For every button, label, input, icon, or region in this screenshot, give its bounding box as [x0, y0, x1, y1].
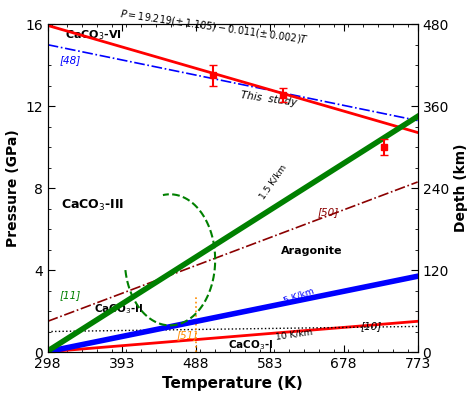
Y-axis label: Pressure (GPa): Pressure (GPa) [6, 129, 19, 247]
Text: [48]: [48] [59, 55, 81, 65]
Text: Aragonite: Aragonite [282, 246, 343, 256]
Text: CaCO$_3$-I: CaCO$_3$-I [228, 338, 273, 352]
Text: [10]: [10] [361, 322, 382, 331]
Y-axis label: Depth (km): Depth (km) [455, 144, 468, 232]
Text: [51]: [51] [177, 330, 198, 340]
Text: This  study: This study [240, 91, 298, 108]
Text: [50]: [50] [318, 207, 339, 217]
Text: CaCO$_3$-VI: CaCO$_3$-VI [65, 29, 122, 42]
Text: 10 K/km: 10 K/km [275, 328, 313, 342]
Text: 1.5 K/km: 1.5 K/km [258, 162, 288, 200]
Text: CaCO$_3$-III: CaCO$_3$-III [61, 198, 124, 213]
Text: 5 K/km: 5 K/km [283, 287, 316, 306]
X-axis label: Temperature (K): Temperature (K) [162, 376, 303, 391]
Text: $P = 19.219(\pm\,1.105) - 0.011(\pm\,0.002)T$: $P = 19.219(\pm\,1.105) - 0.011(\pm\,0.0… [119, 7, 310, 46]
Text: [11]: [11] [59, 290, 81, 300]
Text: CaCO$_3$-II: CaCO$_3$-II [94, 302, 144, 316]
